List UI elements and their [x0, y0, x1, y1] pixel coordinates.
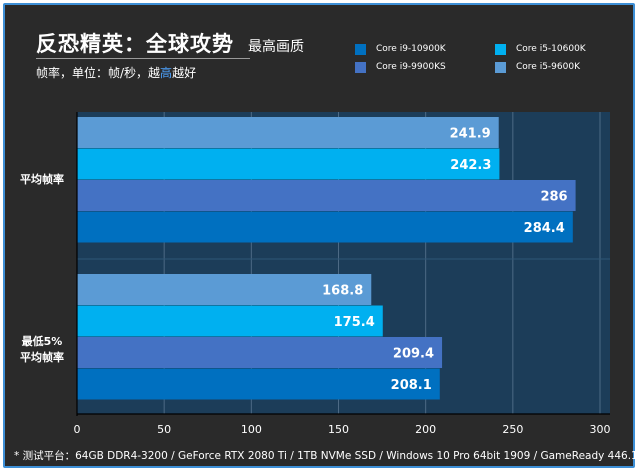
- bar: [77, 211, 573, 243]
- legend-swatch: [355, 43, 366, 55]
- x-tick-label: 200: [415, 423, 436, 436]
- legend-item: Core i9-9900KS: [355, 60, 446, 74]
- unit-note: 帧率，单位：帧/秒，越高越好: [36, 64, 196, 81]
- legend-label: Core i5-10600K: [516, 44, 586, 54]
- bar: [77, 337, 443, 368]
- x-tick-label: 150: [328, 423, 349, 436]
- bar: [77, 180, 576, 211]
- quality-label: 最高画质: [248, 39, 304, 55]
- bar-value-label: 175.4: [334, 315, 375, 330]
- x-tick-label: 50: [157, 423, 171, 436]
- category-label-low: 最低5% 平均帧率: [10, 318, 74, 366]
- bar: [77, 368, 440, 400]
- bar: [77, 117, 499, 148]
- unit-note-suffix: 越好: [172, 66, 197, 80]
- legend-label: Core i9-10900K: [376, 44, 446, 54]
- unit-note-prefix: 帧率，单位：帧/秒，越: [36, 66, 161, 80]
- unit-note-highlight: 高: [160, 66, 173, 80]
- bar-value-label: 242.3: [450, 158, 491, 173]
- legend-swatch: [495, 43, 506, 55]
- bar-value-label: 208.1: [391, 378, 432, 393]
- x-tick-label: 250: [502, 423, 523, 436]
- legend-label: Core i9-9900KS: [376, 62, 446, 72]
- bar-value-label: 286: [540, 190, 567, 205]
- bar: [77, 305, 383, 337]
- category-label-text: 最低5% 平均帧率: [20, 335, 64, 364]
- x-tick-label: 100: [241, 423, 262, 436]
- legend-item: Core i5-10600K: [495, 42, 586, 56]
- legend-swatch: [355, 61, 366, 73]
- bar: [77, 148, 500, 180]
- bar-value-label: 284.4: [524, 221, 565, 236]
- legend-label: Core i5-9600K: [516, 62, 580, 72]
- legend: Core i9-10900K Core i5-10600K Core i9-99…: [355, 40, 615, 74]
- test-platform-note: * 测试平台：64GB DDR4-3200 / GeForce RTX 2080…: [14, 450, 640, 462]
- legend-item: Core i5-9600K: [495, 60, 580, 74]
- title-block: 反恐精英：全球攻势 最高画质: [36, 28, 304, 58]
- bar-value-label: 209.4: [393, 347, 434, 362]
- category-label-text: 平均帧率: [20, 173, 64, 186]
- bar-value-label: 241.9: [450, 127, 491, 142]
- bar-value-label: 168.8: [322, 284, 363, 299]
- legend-item: Core i9-10900K: [355, 42, 446, 56]
- legend-swatch: [495, 61, 506, 73]
- chart-title: 反恐精英：全球攻势: [36, 32, 234, 56]
- category-label-avg: 平均帧率: [10, 172, 74, 188]
- x-tick-label: 300: [590, 423, 611, 436]
- bar: [77, 274, 372, 305]
- title-divider: [36, 58, 250, 59]
- x-tick-label: 0: [74, 423, 81, 436]
